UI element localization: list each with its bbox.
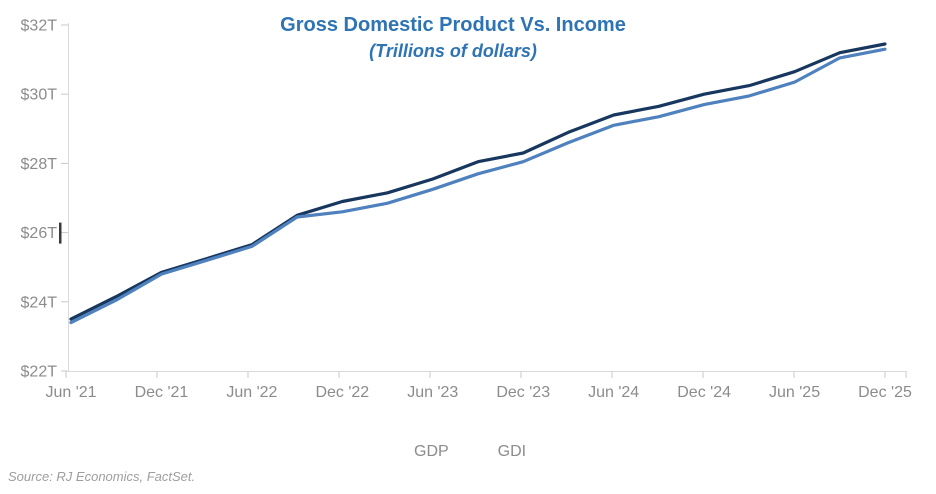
gdi-line	[69, 47, 887, 325]
chart-title-block: Gross Domestic Product Vs. Income (Trill…	[70, 12, 836, 63]
legend-item-gdi: GDI	[497, 443, 527, 460]
x-axis-label: Jun '22	[226, 384, 277, 401]
text-cursor	[59, 222, 62, 244]
x-axis-label: Jun '23	[407, 384, 458, 401]
x-axis-label: Jun '24	[588, 384, 639, 401]
chart-subtitle: (Trillions of dollars)	[369, 41, 537, 61]
x-axis-label: Dec '24	[677, 384, 731, 401]
x-axis-label: Jun '21	[45, 384, 96, 401]
chart-legend: GDP GDI	[414, 443, 526, 461]
x-axis-label: Dec '22	[315, 384, 369, 401]
chart-title: Gross Domestic Product Vs. Income	[280, 14, 626, 36]
y-axis-label: $24T	[21, 294, 58, 311]
y-axis-label: $26T	[21, 225, 58, 242]
source-note: Source: RJ Economics, FactSet.	[8, 469, 196, 484]
x-axis-label: Dec '25	[858, 384, 912, 401]
gdp-line	[69, 42, 887, 321]
x-axis-label: Jun '25	[769, 384, 820, 401]
x-axis-label: Dec '21	[135, 384, 189, 401]
y-axis-label: $28T	[21, 156, 58, 173]
y-axis-label: $32T	[21, 18, 58, 35]
x-axis-label: Dec '23	[496, 384, 550, 401]
y-axis-label: $30T	[21, 87, 58, 104]
legend-item-gdp: GDP	[414, 443, 449, 460]
y-axis-label: $22T	[21, 364, 58, 381]
